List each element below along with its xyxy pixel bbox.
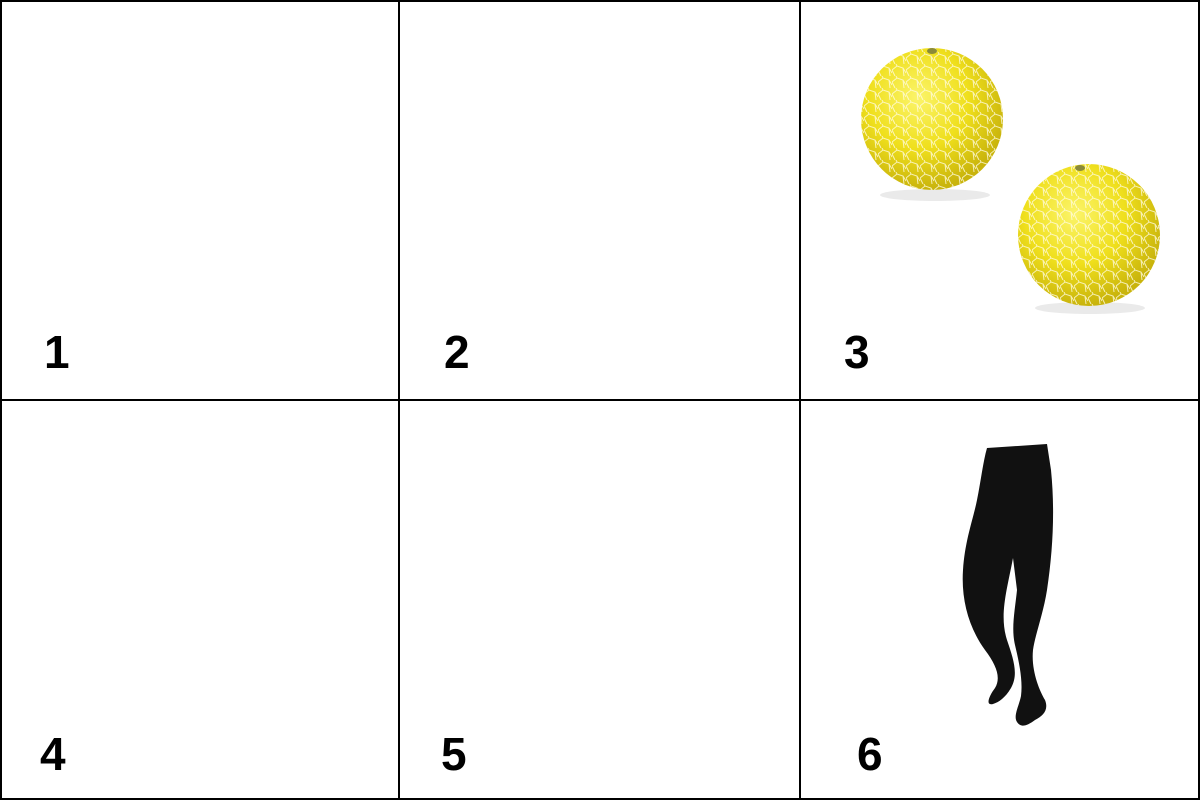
melon — [861, 48, 1003, 190]
grid-cell-2[interactable] — [398, 0, 801, 401]
cell-number-2: 2 — [444, 326, 470, 378]
grid-cell-5[interactable] — [398, 399, 801, 800]
melon-shadow — [1035, 302, 1145, 314]
melon — [1018, 164, 1160, 306]
melon-shadow — [880, 189, 990, 201]
grid-cell-4[interactable] — [0, 399, 400, 800]
cell-number-3: 3 — [844, 326, 870, 378]
cell-number-1: 1 — [44, 326, 70, 378]
cell-number-5: 5 — [441, 728, 467, 780]
tights-image — [962, 444, 1054, 726]
tights — [962, 444, 1054, 726]
grid-cell-1[interactable] — [0, 0, 400, 401]
melons-image — [861, 48, 1160, 314]
cell-number-6: 6 — [857, 728, 883, 780]
cell-number-4: 4 — [40, 728, 66, 780]
